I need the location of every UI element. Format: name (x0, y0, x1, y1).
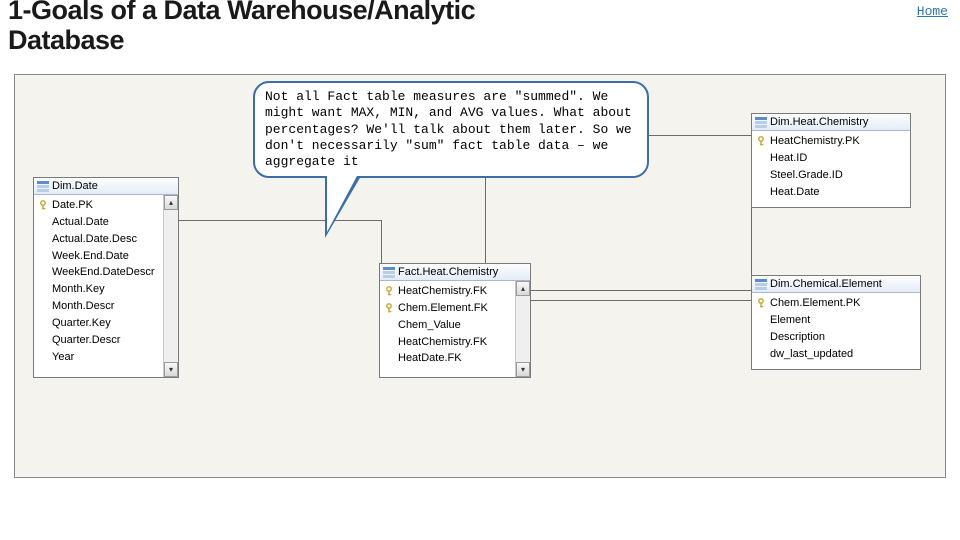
column-name: HeatChemistry.PK (770, 134, 860, 149)
table-title-bar: Dim.Heat.Chemistry (752, 114, 910, 131)
column-row[interactable]: Heat.Date (752, 184, 910, 201)
column-name: Actual.Date (52, 215, 109, 230)
column-name: Actual.Date.Desc (52, 232, 137, 247)
rel-fact-heat-h2 (531, 290, 751, 291)
scrollbar[interactable]: ▴ ▾ (515, 281, 530, 377)
column-row[interactable]: HeatChemistry.FK (380, 283, 515, 300)
column-list: HeatChemistry.FK Chem.Element.FK Chem_Valu… (380, 281, 515, 377)
column-name: Date.PK (52, 198, 93, 213)
table-dim-heat-chemistry[interactable]: Dim.Heat.Chemistry HeatChemistry.PK Heat.… (751, 113, 911, 208)
home-link[interactable]: Home (917, 4, 948, 19)
primary-key-icon (756, 136, 768, 147)
column-name: Chem.Element.FK (398, 301, 488, 316)
aggregation-callout: Not all Fact table measures are "summed"… (253, 81, 649, 178)
column-row[interactable]: Chem.Element.PK (752, 295, 920, 312)
column-row[interactable]: WeekEnd.DateDescr (34, 264, 163, 281)
column-name: HeatChemistry.FK (398, 284, 487, 299)
primary-key-icon (756, 298, 768, 309)
table-title-bar: Dim.Date (34, 178, 178, 195)
primary-key-icon (384, 286, 396, 297)
column-row[interactable]: Actual.Date.Desc (34, 231, 163, 248)
column-list: Date.PK Actual.Date Actual.Date.Desc Week.E… (34, 195, 163, 377)
table-title: Dim.Heat.Chemistry (770, 116, 868, 128)
column-row[interactable]: Element (752, 312, 920, 329)
table-icon (755, 117, 767, 128)
column-name: Quarter.Descr (52, 333, 120, 348)
column-row[interactable]: Steel.Grade.ID (752, 167, 910, 184)
primary-key-icon (384, 303, 396, 314)
column-name: Heat.ID (770, 151, 807, 166)
column-list: Chem.Element.PK Element Description dw_last… (752, 293, 920, 369)
column-row[interactable]: Month.Key (34, 281, 163, 298)
column-name: Week.End.Date (52, 249, 129, 264)
column-row[interactable]: Actual.Date (34, 214, 163, 231)
table-title-bar: Dim.Chemical.Element (752, 276, 920, 293)
column-row[interactable]: HeatDate.FK (380, 350, 515, 367)
scroll-track[interactable] (164, 210, 178, 362)
column-name: Month.Key (52, 282, 105, 297)
column-row[interactable]: Year (34, 349, 163, 366)
column-name: WeekEnd.DateDescr (52, 265, 155, 280)
column-row[interactable]: Quarter.Key (34, 315, 163, 332)
column-name: Quarter.Key (52, 316, 111, 331)
table-dim-chemical-element[interactable]: Dim.Chemical.Element Chem.Element.PK Elem… (751, 275, 921, 370)
column-row[interactable]: Week.End.Date (34, 248, 163, 265)
column-row[interactable]: Chem.Element.FK (380, 300, 515, 317)
table-title: Dim.Chemical.Element (770, 278, 882, 290)
scroll-track[interactable] (516, 296, 530, 362)
column-name: Month.Descr (52, 299, 114, 314)
table-icon (755, 279, 767, 290)
column-name: Element (770, 313, 810, 328)
column-name: dw_last_updated (770, 347, 853, 362)
column-name: HeatChemistry.FK (398, 335, 487, 350)
column-name: Chem_Value (398, 318, 461, 333)
column-list: HeatChemistry.PK Heat.ID Steel.Grade.ID Hea… (752, 131, 910, 207)
scroll-up-button[interactable]: ▴ (164, 195, 178, 210)
table-fact-heat-chemistry[interactable]: Fact.Heat.Chemistry HeatChemistry.FK Chem… (379, 263, 531, 378)
column-row[interactable]: HeatChemistry.FK (380, 334, 515, 351)
rel-fact-chem-h (531, 300, 751, 301)
column-name: Description (770, 330, 825, 345)
scroll-down-button[interactable]: ▾ (516, 362, 530, 377)
column-row[interactable]: Date.PK (34, 197, 163, 214)
column-name: Heat.Date (770, 185, 820, 200)
scrollbar[interactable]: ▴ ▾ (163, 195, 178, 377)
column-row[interactable]: Month.Descr (34, 298, 163, 315)
diagram-area: Not all Fact table measures are "summed"… (14, 74, 946, 478)
column-row[interactable]: Quarter.Descr (34, 332, 163, 349)
column-name: Chem.Element.PK (770, 296, 860, 311)
callout-tail-inner (327, 176, 357, 232)
table-dim-date[interactable]: Dim.Date Date.PK Actual.Date Actual.Date.D… (33, 177, 179, 378)
column-row[interactable]: Chem_Value (380, 317, 515, 334)
column-name: Steel.Grade.ID (770, 168, 843, 183)
table-icon (383, 267, 395, 278)
scroll-down-button[interactable]: ▾ (164, 362, 178, 377)
column-row[interactable]: HeatChemistry.PK (752, 133, 910, 150)
column-name: HeatDate.FK (398, 351, 462, 366)
page-title: 1-Goals of a Data Warehouse/Analytic Dat… (8, 0, 475, 55)
column-row[interactable]: Heat.ID (752, 150, 910, 167)
column-row[interactable]: dw_last_updated (752, 346, 920, 363)
title-line2: Database (8, 25, 124, 55)
table-icon (37, 181, 49, 192)
column-name: Year (52, 350, 74, 365)
callout-text: Not all Fact table measures are "summed"… (265, 89, 632, 169)
table-title: Fact.Heat.Chemistry (398, 266, 498, 278)
column-row[interactable]: Description (752, 329, 920, 346)
primary-key-icon (38, 200, 50, 211)
scroll-up-button[interactable]: ▴ (516, 281, 530, 296)
table-title: Dim.Date (52, 180, 98, 192)
table-title-bar: Fact.Heat.Chemistry (380, 264, 530, 281)
title-line1: 1-Goals of a Data Warehouse/Analytic (8, 0, 475, 25)
